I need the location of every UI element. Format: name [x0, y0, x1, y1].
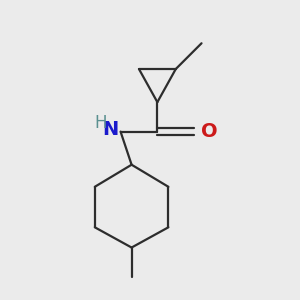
Text: O: O [201, 122, 218, 141]
Text: H: H [94, 115, 106, 133]
Text: N: N [103, 120, 119, 139]
